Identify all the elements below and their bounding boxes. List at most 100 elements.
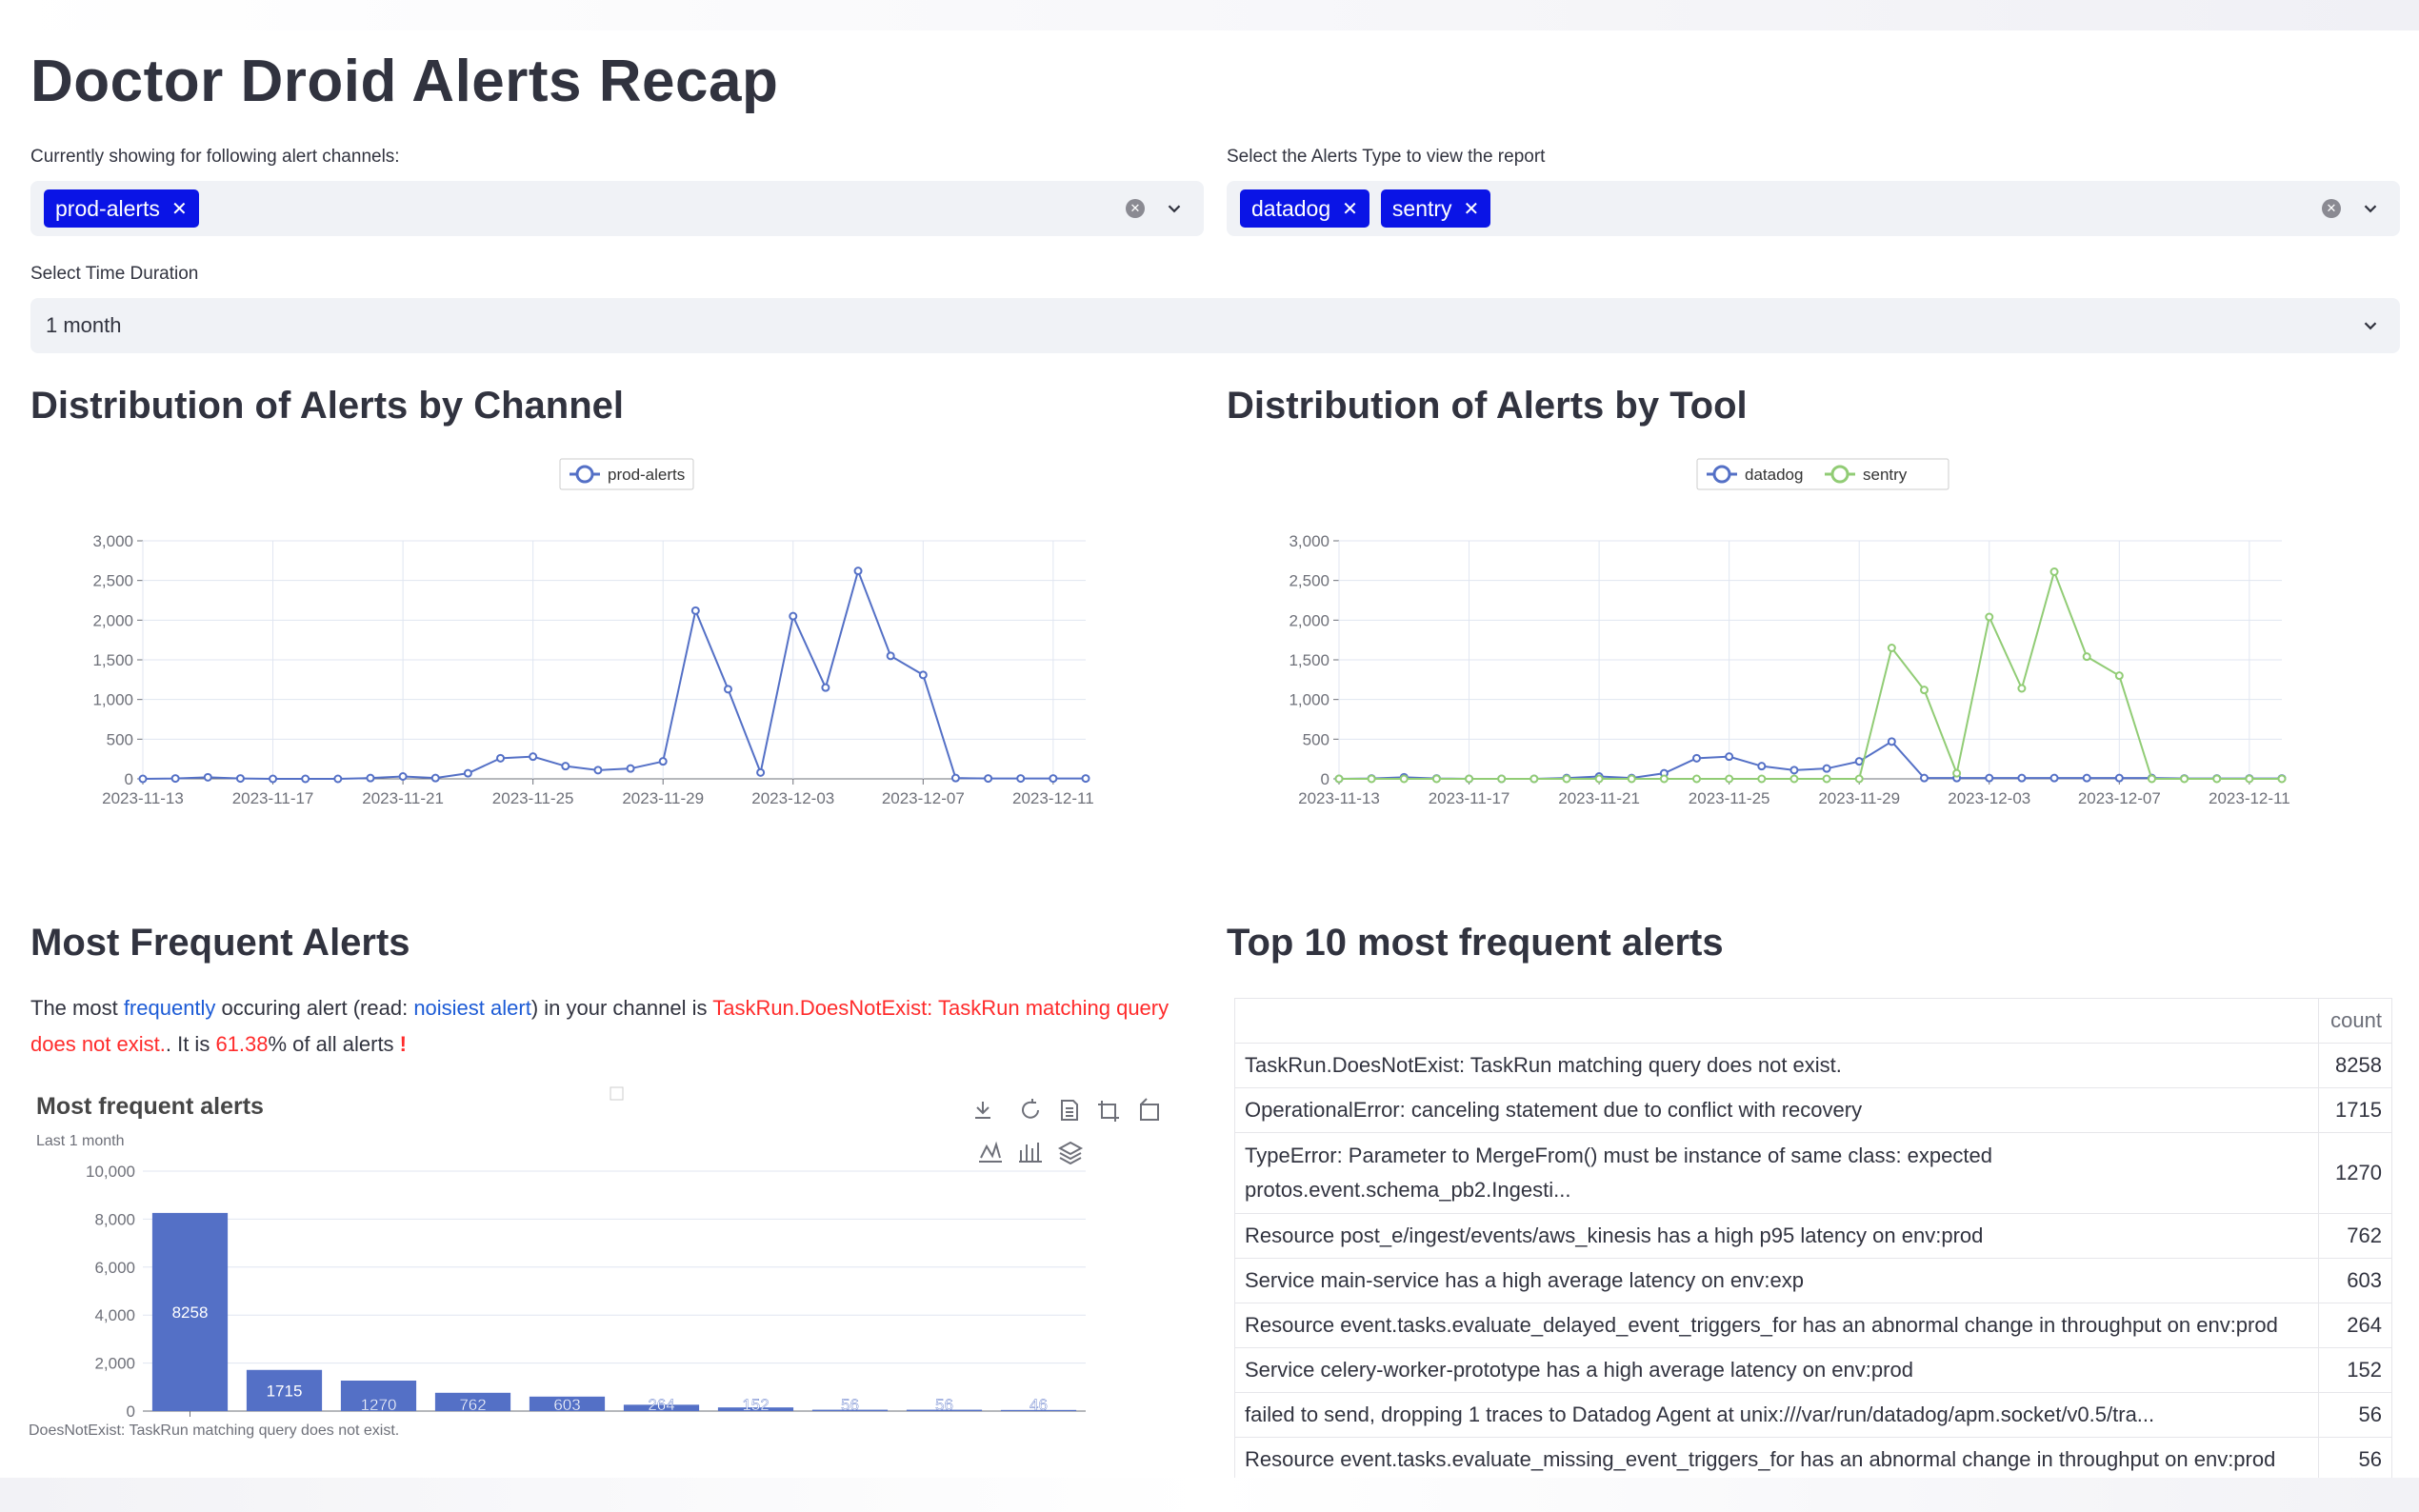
icon-stroke	[1022, 1099, 1039, 1119]
channel-tag[interactable]: prod-alerts ✕	[44, 189, 199, 228]
legend-label-datadog: datadog	[1745, 466, 1803, 484]
data-point-sentry	[2049, 567, 2059, 576]
zoom-reset-icon[interactable]	[1140, 1098, 1159, 1121]
y-tick-label: 3,000	[1289, 532, 1329, 550]
alert-types-multiselect[interactable]: datadog ✕ sentry ✕ ✕	[1227, 181, 2400, 236]
alert-name-cell: Service main-service has a high average …	[1234, 1258, 2319, 1303]
bar-value-label: 603	[553, 1396, 580, 1414]
legend-swatch-marker	[1712, 465, 1731, 484]
table-row[interactable]: failed to send, dropping 1 traces to Dat…	[1234, 1392, 2392, 1438]
stack-icon[interactable]	[1057, 1141, 1084, 1165]
bar-value-label: 762	[459, 1396, 486, 1414]
remove-tag-icon[interactable]: ✕	[1342, 198, 1358, 220]
data-point-prod-alerts	[756, 767, 766, 777]
table-header-count[interactable]: count	[2318, 998, 2392, 1044]
refresh-icon[interactable]	[1022, 1099, 1039, 1119]
bar-Resource post_e	[434, 1392, 511, 1411]
bar-Service celery-worker	[717, 1407, 794, 1411]
y-tick-label: 4,000	[94, 1306, 135, 1324]
x-tick-label: 2023-11-17	[1429, 789, 1510, 807]
time-duration-label: Select Time Duration	[30, 264, 199, 284]
x-tick-label: 2023-12-07	[882, 789, 965, 807]
data-point-datadog	[1985, 773, 1994, 783]
time-duration-value: 1 month	[46, 313, 122, 337]
frequently-link[interactable]: frequently	[123, 996, 216, 1020]
legend-swatch-marker	[575, 465, 594, 484]
section-title-by-tool: Distribution of Alerts by Tool	[1227, 385, 1748, 427]
table-row[interactable]: Service celery-worker-prototype has a hi…	[1234, 1347, 2392, 1393]
y-tick-label: 0	[127, 1403, 135, 1421]
series-line-sentry	[1339, 568, 2282, 780]
line-chart-icon[interactable]	[979, 1141, 1002, 1163]
icon-stroke	[1140, 1098, 1159, 1121]
alert-type-tag-sentry[interactable]: sentry ✕	[1380, 189, 1491, 228]
alert-count-cell: 603	[2318, 1258, 2392, 1303]
data-point-datadog	[1919, 773, 1929, 783]
alert-type-tag-datadog[interactable]: datadog ✕	[1240, 189, 1369, 228]
y-tick-label: 2,500	[92, 572, 133, 590]
clear-all-icon[interactable]: ✕	[2322, 199, 2341, 218]
y-tick-label: 1,000	[92, 691, 133, 709]
channels-label: Currently showing for following alert ch…	[30, 147, 400, 167]
data-point-datadog	[2114, 773, 2124, 783]
y-tick-label: 2,000	[1289, 611, 1329, 629]
most-frequent-bar-chart[interactable]: Most frequent alerts Last 1 month 0 2,000 4,…	[0, 1076, 1200, 1447]
table-row[interactable]: OperationalError: canceling statement du…	[1234, 1087, 2392, 1133]
zoom-icon[interactable]	[1098, 1101, 1119, 1122]
clear-all-icon[interactable]: ✕	[1126, 199, 1145, 218]
bar-value-label: 46	[1030, 1396, 1048, 1414]
y-tick-label: 8,000	[94, 1210, 135, 1228]
data-point-datadog	[2017, 773, 2027, 783]
x-tick-label: 2023-12-03	[1948, 789, 2030, 807]
summary-text: occuring alert (read:	[215, 996, 414, 1020]
page-title: Doctor Droid Alerts Recap	[30, 49, 779, 114]
data-point-prod-alerts	[821, 683, 830, 692]
download-icon[interactable]	[975, 1102, 990, 1119]
bar-value-label: 1270	[361, 1396, 397, 1414]
time-duration-select[interactable]: 1 month	[30, 298, 2400, 353]
table-row[interactable]: TypeError: Parameter to MergeFrom() must…	[1234, 1132, 2392, 1214]
table-header-alert	[1234, 998, 2319, 1044]
section-title-most-frequent: Most Frequent Alerts	[30, 922, 410, 964]
x-tick-label: 2023-11-25	[492, 789, 574, 807]
data-point-sentry	[1497, 774, 1507, 784]
data-point-sentry	[2082, 652, 2091, 662]
bar-chart-title: Most frequent alerts	[36, 1093, 264, 1120]
bar-Resource evaluate_delayed	[623, 1404, 700, 1411]
chevron-down-icon[interactable]	[2360, 198, 2381, 219]
alert-count-cell: 1715	[2318, 1087, 2392, 1133]
alert-count-cell: 152	[2318, 1347, 2392, 1393]
table-row[interactable]: Resource event.tasks.evaluate_delayed_ev…	[1234, 1303, 2392, 1348]
y-tick-label: 3,000	[92, 532, 133, 550]
top-alert-percentage: 61.38	[215, 1032, 269, 1056]
data-point-prod-alerts	[593, 766, 603, 775]
data-point-datadog	[1692, 753, 1702, 763]
summary-text: ) in your channel is	[530, 996, 713, 1020]
data-point-sentry	[1854, 774, 1864, 784]
x-tick-label: 2023-11-21	[1558, 789, 1640, 807]
data-point-sentry	[2180, 774, 2189, 784]
table-row[interactable]: Resource event.tasks.evaluate_missing_ev…	[1234, 1437, 2392, 1482]
data-point-datadog	[2049, 773, 2059, 783]
table-row[interactable]: Service main-service has a high average …	[1234, 1258, 2392, 1303]
channels-multiselect[interactable]: prod-alerts ✕ ✕	[30, 181, 1204, 236]
chevron-down-icon[interactable]	[2360, 315, 2381, 336]
remove-tag-icon[interactable]: ✕	[170, 198, 188, 220]
data-view-icon[interactable]	[1061, 1100, 1078, 1121]
chevron-down-icon[interactable]	[1164, 198, 1185, 219]
x-tick-label: 2023-11-21	[362, 789, 444, 807]
data-point-prod-alerts	[170, 774, 180, 784]
chart-legend: prod-alerts	[559, 458, 694, 490]
channel-line-chart[interactable]: 0 500 1,000 1,500 2,000 2,500 3,000 2023-11-13 2…	[0, 438, 1181, 838]
x-tick-label: DoesNotExist: TaskRun matching query doe…	[29, 1422, 399, 1439]
tool-line-chart[interactable]: 0 500 1,000 1,500 2,000 2,500 3,000 2023-11-13 2…	[1196, 438, 2377, 838]
data-point-sentry	[2277, 774, 2287, 784]
table-row[interactable]: TaskRun.DoesNotExist: TaskRun matching q…	[1234, 1043, 2392, 1088]
table-row[interactable]: Resource post_e/ingest/events/aws_kinesi…	[1234, 1213, 2392, 1259]
noisiest-alert-link[interactable]: noisiest alert	[413, 996, 531, 1020]
bar-chart-icon[interactable]	[1019, 1143, 1042, 1163]
data-point-sentry	[1757, 774, 1767, 784]
alert-type-tag-label: datadog	[1251, 195, 1331, 221]
remove-tag-icon[interactable]: ✕	[1463, 198, 1480, 220]
alert-name-cell: TaskRun.DoesNotExist: TaskRun matching q…	[1234, 1043, 2319, 1088]
